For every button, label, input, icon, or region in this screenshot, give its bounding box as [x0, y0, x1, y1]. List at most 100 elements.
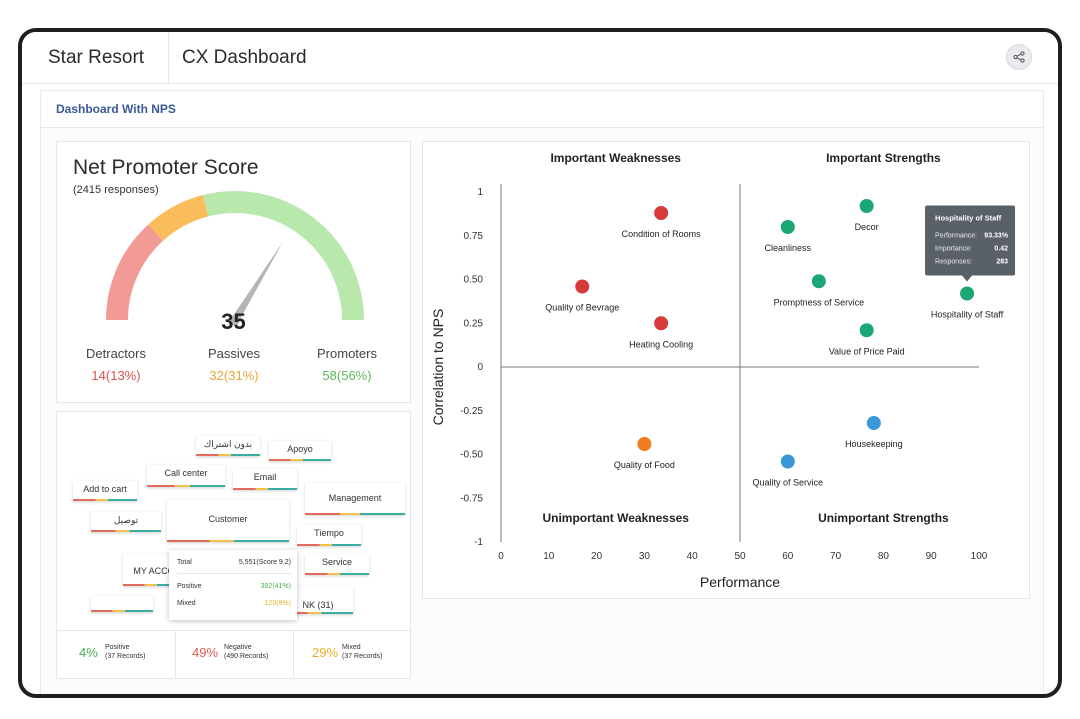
nps-score: 35 — [221, 309, 246, 334]
summary-mixed-text: Mixed (37 Records) — [342, 643, 382, 661]
tag-label: Service — [321, 557, 352, 567]
tag-customer[interactable]: Customer — [167, 500, 289, 542]
y-tick-label: -0.75 — [460, 493, 483, 504]
word-cloud-card: بدون اشتراك Apoyo Call center Email Add … — [56, 411, 411, 679]
detractors-stat: Detractors 14(13%) — [61, 346, 171, 383]
summary-label: Mixed — [342, 644, 361, 651]
nps-gauge — [106, 191, 364, 325]
summary-records: (37 Records) — [342, 653, 383, 660]
x-tick-label: 20 — [591, 551, 603, 562]
data-point-label: Cleanliness — [765, 243, 812, 253]
sentiment-summary: 4% Positive (37 Records) 49% Negative (490… — [57, 630, 410, 678]
y-tick-label: -0.25 — [460, 406, 483, 417]
scatter-card: 0 10 20 30 40 50 60 70 80 90 100 1 0.75 0.50 0.25 0 -0.2… — [422, 141, 1030, 599]
tag-label: MY ACCO — [133, 566, 175, 576]
summary-positive-pct: 4% — [79, 645, 98, 660]
summary-label: Negative — [224, 644, 252, 651]
chart-tooltip: Hospitality of Staff Performance: 93.33% Im… — [925, 205, 1016, 282]
nps-responses: (2415 responses) — [73, 184, 159, 196]
x-tick-label: 50 — [734, 551, 746, 562]
page-title: CX Dashboard — [182, 47, 307, 68]
summary-negative-text: Negative (490 Records) — [224, 643, 268, 661]
tag-arabic-2[interactable]: توصيل — [91, 512, 161, 532]
x-tick-label: 90 — [926, 551, 938, 562]
tag-label: توصيل — [113, 515, 139, 525]
data-point — [811, 274, 826, 289]
x-tick-label: 10 — [543, 551, 555, 562]
tag-apoyo[interactable]: Apoyo — [269, 441, 331, 461]
summary-label: Positive — [105, 644, 130, 651]
word-tooltip-total: Total 5,551(Score 9.2) — [177, 559, 291, 566]
share-button[interactable] — [1006, 44, 1032, 70]
data-point-label: Quality of Bevrage — [545, 303, 619, 313]
nps-card: Net Promoter Score (2415 responses) 35 D… — [56, 141, 411, 403]
tag-label: Management — [328, 493, 382, 503]
y-tick-label: 1 — [477, 187, 483, 198]
tag-label: Customer — [208, 514, 248, 524]
tag-management[interactable]: Management — [305, 483, 405, 515]
word-tooltip: Total 5,551(Score 9.2) Positive 392(41%) M… — [169, 550, 297, 620]
tooltip-row-value: 5,551(Score 9.2) — [238, 559, 291, 566]
tag-label: Apoyo — [287, 444, 313, 454]
y-axis-label: Correlation to NPS — [430, 309, 446, 426]
tooltip-row-label: Importance: — [935, 246, 972, 253]
points-layer: Condition of Rooms Quality of Bevrage Heat… — [545, 199, 1004, 488]
summary-negative-pct: 49% — [192, 645, 219, 660]
passives-stat: Passives 32(31%) — [179, 346, 289, 383]
data-point — [866, 416, 881, 430]
x-tick-label: 80 — [878, 551, 890, 562]
tooltip-row-value: 120(9%) — [264, 600, 291, 607]
word-tooltip-mixed: Mixed 120(9%) — [177, 600, 291, 607]
tooltip-row-label: Performance: — [935, 233, 977, 240]
data-point — [780, 454, 795, 469]
dashboard-panel: Dashboard With NPS Net Promoter Score (2… — [40, 90, 1044, 694]
tag-label: Call center — [164, 468, 208, 478]
x-tick-label: 70 — [830, 551, 842, 562]
quadrant-label-top-right: Important Strengths — [826, 151, 941, 165]
tag-arabic-1[interactable]: بدون اشتراك — [196, 436, 260, 456]
tooltip-row-value: 93.33% — [984, 233, 1009, 240]
tooltip-box — [925, 205, 1016, 276]
y-tick-label: 0.50 — [464, 275, 484, 286]
summary-positive-text: Positive (37 Records) — [105, 643, 145, 661]
promoters-value: 58(56%) — [322, 368, 372, 383]
tag-email[interactable]: Email — [233, 469, 297, 490]
data-point-label: Quality of Food — [614, 460, 675, 470]
summary-negative: 49% Negative (490 Records) — [175, 631, 293, 678]
importance-performance-chart: 0 10 20 30 40 50 60 70 80 90 100 1 0.75 0.50 0.25 0 -0.2… — [430, 151, 1016, 590]
x-tick-label: 30 — [639, 551, 651, 562]
y-tick-label: 0.75 — [464, 231, 484, 242]
top-bar: Star Resort CX Dashboard — [22, 32, 1058, 84]
x-tick-label: 100 — [971, 551, 988, 562]
tooltip-divider — [177, 573, 291, 574]
tooltip-row-label: Positive — [177, 583, 202, 590]
dashboard-window: Star Resort CX Dashboard Dashboard With … — [18, 28, 1062, 698]
tooltip-row-label: Mixed — [177, 600, 196, 607]
tag-service[interactable]: Service — [305, 554, 369, 575]
data-point — [637, 437, 652, 451]
tooltip-arrow — [962, 275, 973, 282]
data-point — [654, 316, 669, 331]
x-tick-label: 0 — [498, 551, 504, 562]
summary-records: (37 Records) — [105, 653, 146, 660]
data-point-label: Value of Price Paid — [829, 346, 905, 356]
header-divider — [168, 32, 169, 84]
x-tick-label: 40 — [687, 551, 699, 562]
data-point-label: Housekeeping — [845, 439, 903, 449]
tag-add-to-cart[interactable]: Add to cart — [73, 481, 137, 501]
detractors-value: 14(13%) — [91, 368, 141, 383]
word-tooltip-positive: Positive 392(41%) — [177, 583, 291, 590]
summary-positive: 4% Positive (37 Records) — [57, 631, 175, 678]
quadrant-label-top-left: Important Weaknesses — [550, 151, 681, 165]
nps-title: Net Promoter Score — [73, 156, 259, 179]
passives-label: Passives — [207, 346, 261, 361]
tag-call-center[interactable]: Call center — [147, 465, 225, 487]
brand-name: Star Resort — [48, 47, 145, 68]
gauge-arc-promoters — [202, 191, 364, 321]
tag-partial-1[interactable] — [91, 596, 153, 612]
detractors-label: Detractors — [86, 346, 146, 361]
data-point-label: Condition of Rooms — [622, 229, 702, 239]
data-point-label: Heating Cooling — [629, 339, 693, 349]
tag-tiempo[interactable]: Tiempo — [297, 525, 361, 546]
summary-mixed-pct: 29% — [312, 645, 339, 660]
